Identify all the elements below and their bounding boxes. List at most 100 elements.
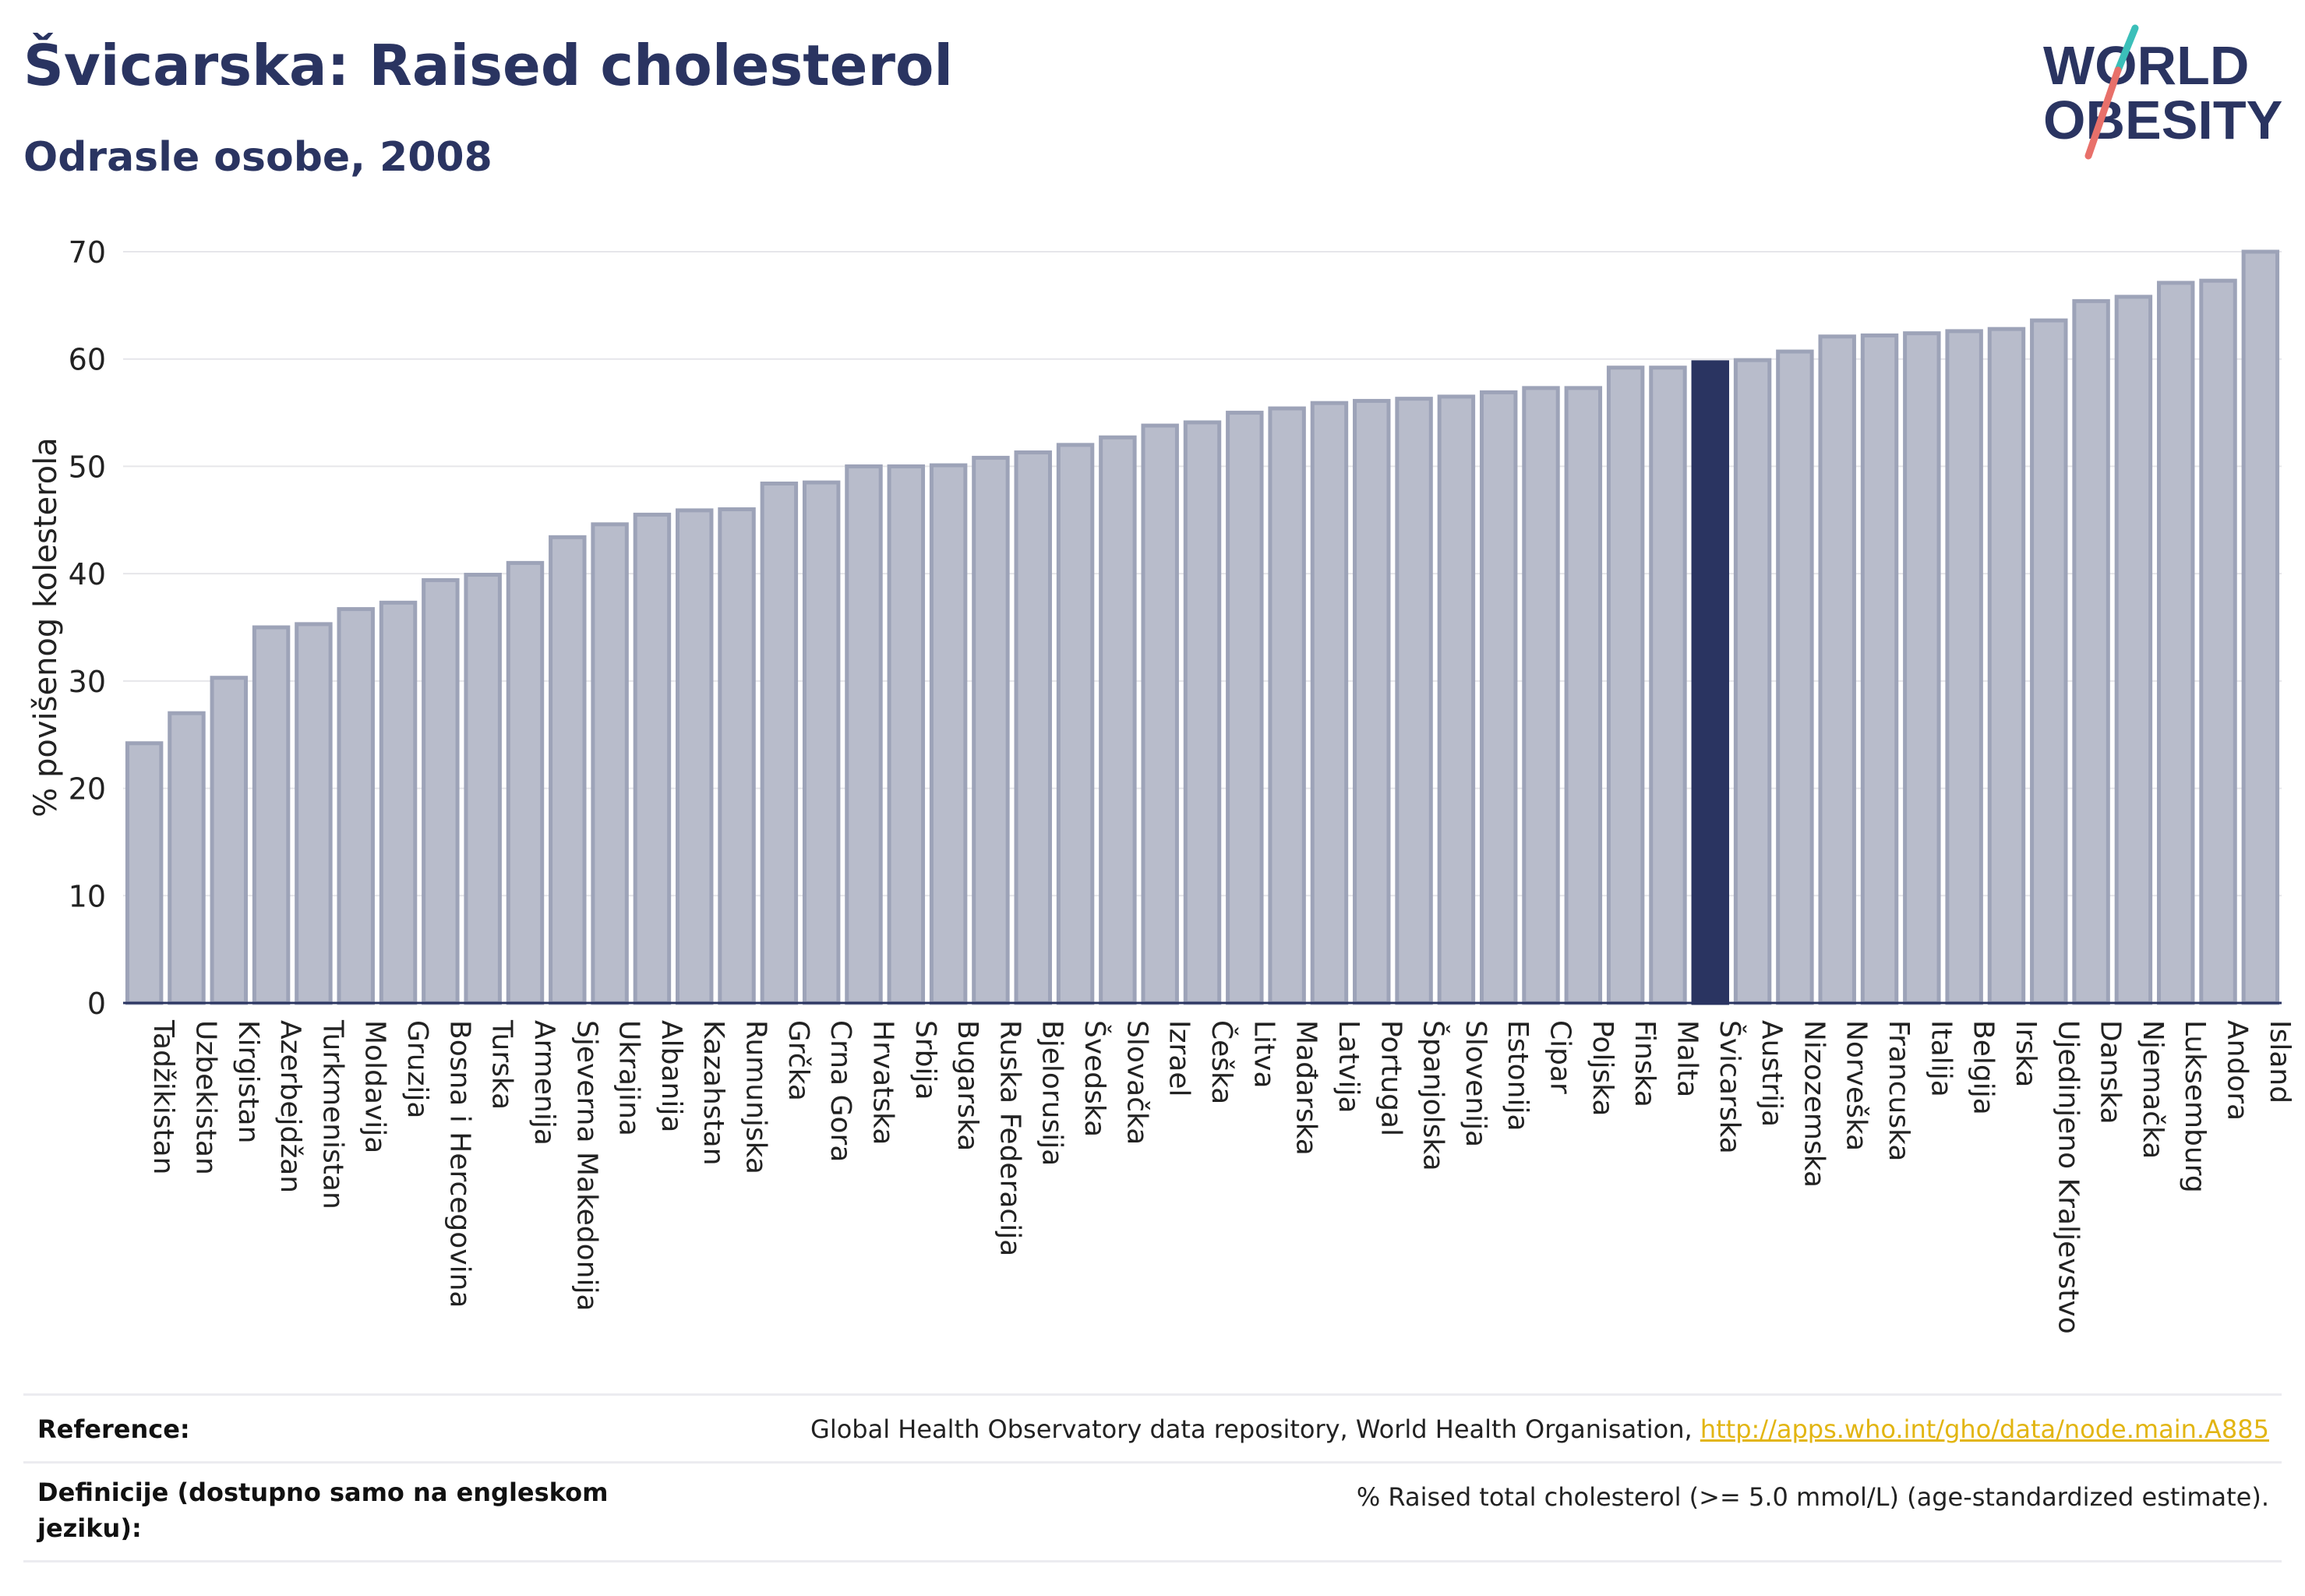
x-tick-label: Portugal [1375, 1020, 1407, 1136]
bar [676, 508, 714, 1005]
logo-text-world: WORLD [2043, 35, 2249, 96]
x-tick-label: Andora [2222, 1020, 2254, 1121]
x-tick-label: Francuska [1883, 1020, 1915, 1161]
bar [1099, 435, 1137, 1005]
bar [168, 711, 206, 1005]
definition-label: Definicije (dostupno samo na engleskom j… [37, 1478, 609, 1543]
bar [1437, 394, 1476, 1005]
x-tick-label: Ukrajina [613, 1020, 645, 1136]
y-tick-label: 10 [69, 879, 106, 913]
bar [1141, 423, 1179, 1005]
x-tick-label: Turska [486, 1019, 518, 1110]
y-tick-label: 0 [87, 987, 106, 1021]
x-tick-label: Finska [1629, 1020, 1661, 1107]
definition-value: % Raised total cholesterol (>= 5.0 mmol/… [1356, 1482, 2269, 1512]
x-tick-label: Austrija [1756, 1020, 1788, 1127]
bar [2156, 281, 2195, 1005]
x-tick-label: Uzbekistan [189, 1020, 221, 1175]
x-tick-label: Belgija [1968, 1020, 2000, 1115]
reference-row: Reference: Global Health Observatory dat… [23, 1393, 2282, 1461]
bar [972, 455, 1010, 1005]
y-tick-label: 30 [69, 665, 106, 699]
x-tick-label: Izrael [1163, 1020, 1195, 1097]
x-tick-label: Litva [1248, 1020, 1280, 1089]
x-tick-label: Mađarska [1290, 1020, 1322, 1156]
bar [506, 560, 545, 1005]
bar [1606, 365, 1645, 1005]
logo-text-obesity: OBESITY [2043, 90, 2282, 150]
bar [1014, 450, 1052, 1005]
logo-slash-red [2084, 66, 2122, 160]
x-tick-label: Crna Gora [824, 1020, 856, 1162]
chart-subtitle: Odrasle osobe, 2008 [23, 134, 492, 181]
bar [464, 573, 502, 1005]
reference-table: Reference: Global Health Observatory dat… [23, 1393, 2282, 1562]
bar [1987, 327, 2026, 1005]
bar [1691, 360, 1729, 1005]
bar [1522, 386, 1560, 1005]
x-tick-label: Sjeverna Makedonija [570, 1020, 602, 1312]
x-tick-label: Cipar [1544, 1020, 1576, 1094]
bar [845, 464, 883, 1005]
bar [1945, 329, 1983, 1005]
reference-label: Reference: [37, 1414, 190, 1444]
bar [1226, 411, 1264, 1005]
bar [760, 481, 799, 1005]
x-tick-label: Irska [2010, 1020, 2042, 1087]
bar [802, 480, 841, 1005]
bar [2030, 318, 2068, 1005]
bar [929, 463, 968, 1005]
bar [337, 607, 375, 1005]
x-tick-label: Kirgistan [232, 1020, 264, 1143]
bar [1353, 398, 1391, 1005]
x-tick-label: Albanija [655, 1020, 687, 1132]
x-tick-label: Švedska [1078, 1020, 1111, 1137]
chart-title: Švicarska: Raised cholesterol [23, 33, 954, 98]
x-tick-label: Moldavija [359, 1020, 391, 1153]
world-obesity-logo: WORLD OBESITY [2043, 24, 2282, 160]
bar [379, 600, 418, 1005]
x-tick-label: Norveška [1841, 1020, 1873, 1151]
bar [295, 622, 333, 1005]
x-tick-label: Italija [1925, 1020, 1957, 1097]
x-tick-label: Turkmenistan [316, 1019, 348, 1209]
x-tick-label: Njemačka [2137, 1020, 2169, 1159]
bar [1056, 443, 1095, 1005]
y-tick-label: 20 [69, 772, 106, 807]
bar [1860, 333, 1899, 1005]
y-tick-label: 40 [69, 557, 106, 591]
bar [1733, 358, 1772, 1005]
x-tick-label: Danska [2095, 1020, 2127, 1125]
bar [1903, 331, 1941, 1005]
x-tick-label: Španjolska [1417, 1020, 1450, 1171]
logo-slash-teal [2114, 24, 2139, 74]
x-tick-label: Rumunjska [740, 1020, 772, 1174]
reference-value: Global Health Observatory data repositor… [810, 1414, 2269, 1444]
x-tick-label: Tadžikistan [147, 1019, 179, 1174]
x-tick-label: Latvija [1333, 1020, 1364, 1114]
bar [1395, 397, 1433, 1005]
reference-text: Global Health Observatory data repositor… [810, 1414, 1700, 1444]
bar [1564, 386, 1603, 1005]
x-tick-label: Luksemburg [2179, 1020, 2211, 1193]
x-tick-label: Srbija [909, 1020, 941, 1100]
bar [887, 464, 926, 1005]
x-tick-label: Island [2264, 1020, 2296, 1103]
bar [1818, 334, 1856, 1005]
reference-link[interactable]: http://apps.who.int/gho/data/node.main.A… [1700, 1414, 2269, 1444]
x-tick-label: Češka [1205, 1020, 1238, 1104]
definition-row: Definicije (dostupno samo na engleskom j… [23, 1461, 2282, 1562]
bar [422, 577, 460, 1005]
bar [210, 676, 249, 1005]
bar [1183, 420, 1222, 1005]
x-tick-label: Poljska [1587, 1020, 1618, 1117]
x-tick-label: Bugarska [951, 1020, 983, 1151]
bar [718, 507, 756, 1005]
bar [2072, 298, 2110, 1005]
y-axis-label: % povišenog kolesterola [28, 437, 64, 817]
bar [1268, 406, 1306, 1005]
x-tick-label: Gruzija [401, 1020, 433, 1118]
bar [2241, 249, 2280, 1005]
bar [1776, 349, 1814, 1005]
bar [1479, 390, 1518, 1005]
